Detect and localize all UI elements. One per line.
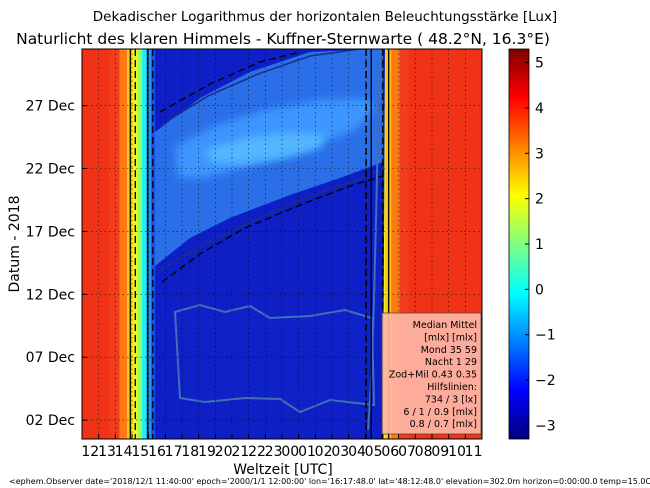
heatmap-band (119, 49, 128, 439)
x-tick-label: 06 (381, 444, 399, 460)
legend-line: Mond 35 59 (421, 345, 477, 356)
colorbar: 5 4 3 2 1 0 −1 −2 −3 (508, 48, 556, 440)
legend-box (381, 312, 482, 435)
legend-line: Hilfslinien: (427, 382, 477, 393)
x-tick-label: 15 (131, 444, 149, 460)
moonlight-contour-lower (161, 175, 384, 283)
heatmap-band (137, 49, 143, 439)
legend-line: Nacht 1 29 (425, 357, 477, 368)
y-axis-label: Datum - 2018 (7, 196, 23, 293)
chart-title: Dekadischer Logarithmus der horizontalen… (93, 9, 557, 25)
y-tick-label: 12 Dec (26, 287, 75, 303)
x-tick-label: 21 (231, 444, 249, 460)
x-tick-label: 18 (181, 444, 199, 460)
y-tick-label: 17 Dec (26, 224, 75, 240)
x-tick-label: 02 (315, 444, 333, 460)
x-tick-label: 12 (81, 444, 99, 460)
legend-line: Zod+Mil 0.43 0.35 (389, 370, 477, 381)
x-tick-label: 09 (431, 444, 449, 460)
colorbar-tick-label: 4 (535, 101, 544, 117)
colorbar-tick-label: −1 (535, 328, 556, 344)
x-tick-label: 16 (148, 444, 166, 460)
x-tick-label: 22 (248, 444, 266, 460)
x-tick-label: 11 (465, 444, 483, 460)
heatmap-band (132, 49, 139, 439)
dark-contour-region (173, 303, 376, 414)
colorbar-tick-label: −3 (535, 418, 556, 434)
dawn-contour (367, 49, 381, 431)
x-tick-label: 07 (398, 444, 416, 460)
moonlight-contour-upper-2 (161, 49, 361, 125)
observer-footer: <ephem.Observer date='2018/12/1 11:40:00… (9, 477, 650, 486)
y-tick-label: 22 Dec (26, 162, 75, 178)
x-tick-label: 03 (331, 444, 349, 460)
x-axis-label: Weltzeit [UTC] (233, 462, 332, 478)
colorbar-ticks: 5 4 3 2 1 0 −1 −2 −3 (525, 56, 556, 434)
x-tick-label: 05 (365, 444, 383, 460)
colorbar-tick-label: 5 (535, 56, 544, 72)
moonlight-contour-upper (159, 51, 301, 113)
y-tick-label: 27 Dec (26, 99, 75, 115)
colorbar-tick-label: −2 (535, 373, 556, 389)
legend-line: 734 / 3 [lx] (425, 394, 477, 405)
y-tick-label: 07 Dec (26, 350, 75, 366)
x-tick-label: 13 (98, 444, 116, 460)
heatmap-band (142, 49, 147, 439)
x-tick-label: 20 (215, 444, 233, 460)
y-tick-label: 02 Dec (26, 413, 75, 429)
legend: Median Mittel[mlx] [mlx] Mond 35 59Nacht … (381, 312, 482, 435)
daylight-core (82, 49, 109, 439)
y-axis: 27 Dec 22 Dec 17 Dec 12 Dec 07 Dec 02 Dec (26, 99, 87, 429)
x-tick-label: 10 (448, 444, 466, 460)
x-tick-label: 23 (265, 444, 283, 460)
heatmap-night-region (155, 49, 385, 439)
legend-line: 0.8 / 0.7 [mlx] (410, 419, 477, 430)
legend-line: Median Mittel (413, 320, 477, 331)
colorbar-tick-label: 1 (535, 237, 544, 253)
colorbar-tick-label: 3 (535, 146, 544, 162)
x-tick-label: 14 (115, 444, 133, 460)
x-axis: 1213141516171819202122230001020304050607… (81, 434, 483, 460)
x-tick-label: 00 (281, 444, 299, 460)
legend-text: Median Mittel[mlx] [mlx] Mond 35 59Nacht … (389, 320, 477, 430)
heatmap-band (151, 49, 155, 439)
legend-line: [mlx] [mlx] (424, 332, 477, 343)
x-tick-label: 17 (165, 444, 183, 460)
chart-subtitle: Naturlicht des klaren Himmels - Kuffner-… (16, 30, 550, 48)
moonlight-contour-lower-2 (159, 169, 383, 271)
heatmap-band (391, 49, 400, 439)
plot-area (82, 49, 482, 439)
x-tick-label: 08 (415, 444, 433, 460)
colorbar-tick-label: 2 (535, 192, 544, 208)
legend-line: 6 / 1 / 0.9 [mlx] (403, 407, 477, 418)
x-tick-label: 04 (348, 444, 366, 460)
colorbar-tick-label: 0 (535, 282, 544, 298)
x-tick-label: 19 (198, 444, 216, 460)
x-tick-label: 01 (298, 444, 316, 460)
